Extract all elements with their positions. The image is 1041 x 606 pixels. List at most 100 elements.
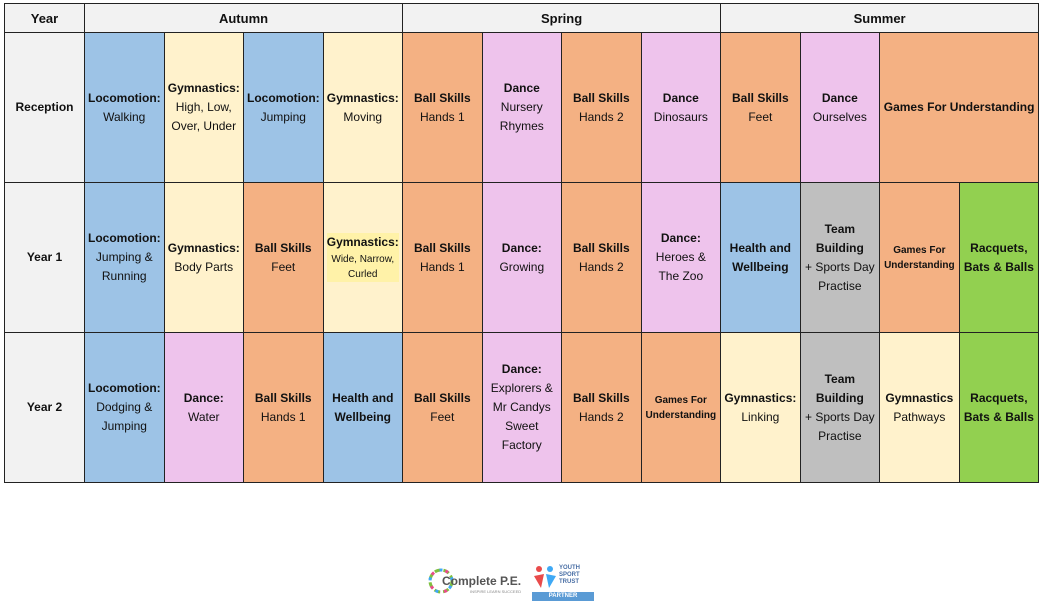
activity-title: Health and Wellbeing [332, 390, 394, 424]
activity-cell: Games For Understanding [879, 32, 1040, 183]
term-header-autumn: Autumn [83, 3, 404, 33]
youth-sport-trust-logo: YOUTH SPORT TRUST PARTNER [532, 562, 594, 602]
year-column-header: Year [4, 3, 85, 33]
activity-cell: Locomotion: Dodging & Jumping [84, 332, 165, 483]
activity-title: Health and Wellbeing [729, 240, 792, 274]
activity-title: Racquets, Bats & Balls [963, 240, 1034, 274]
activity-subtitle: Hands 1 [260, 409, 306, 424]
term-header-summer: Summer [720, 3, 1040, 33]
activity-subtitle: High, Low, Over, Under [171, 100, 237, 133]
activity-subtitle: Dodging & Jumping [96, 400, 153, 433]
activity-cell: Dance: Heroes & The Zoo [640, 182, 722, 333]
activity-cell: Locomotion: Walking [84, 32, 165, 183]
activity-subtitle: Hands 2 [578, 109, 624, 124]
activity-title: Dance: [183, 390, 224, 405]
header-row: Year Autumn Spring Summer [4, 3, 1040, 33]
activity-subtitle: Walking [103, 109, 146, 124]
activity-title: Gymnastics: [724, 390, 797, 405]
activity-subtitle: Hands 1 [419, 259, 465, 274]
activity-title: Racquets, Bats & Balls [963, 390, 1034, 424]
activity-subtitle: Body Parts [174, 259, 234, 274]
activity-cell: Team Building + Sports Day Practise [799, 332, 881, 483]
activity-cell: Dance Ourselves [799, 32, 881, 183]
activity-title: Games For Understanding [645, 394, 717, 421]
activity-cell: Ball Skills Feet [402, 332, 483, 483]
youth-sport-trust-figures-icon [534, 566, 556, 588]
activity-cell: Dance Dinosaurs [640, 32, 722, 183]
activity-cell: Ball Skills Hands 1 [243, 332, 324, 483]
activity-cell: Gymnastics: Body Parts [163, 182, 244, 333]
partner-badge: PARTNER [532, 592, 594, 601]
activity-cell: Ball Skills Hands 2 [561, 332, 642, 483]
activity-cell: Dance: Growing [481, 182, 563, 333]
activity-title: Ball Skills [572, 90, 630, 105]
activity-cell: Gymnastics: High, Low, Over, Under [163, 32, 244, 183]
activity-title: Ball Skills [413, 90, 471, 105]
activity-subtitle: Pathways [893, 409, 946, 424]
youth-sport-trust-name: YOUTH SPORT TRUST [559, 565, 580, 585]
activity-cell: Gymnastics: Moving [322, 32, 404, 183]
activity-subtitle: Growing [499, 259, 545, 274]
complete-pe-name: Complete P.E. [442, 574, 522, 588]
activity-subtitle: Ourselves [812, 109, 867, 124]
activity-subtitle: Feet [271, 259, 296, 274]
activity-title: Dance: [501, 362, 542, 376]
activity-title: Ball Skills [572, 240, 630, 255]
activity-subtitle: + Sports Day Practise [804, 409, 875, 443]
activity-cell: Health and Wellbeing [720, 182, 801, 333]
activity-subtitle: Nursery Rhymes [499, 100, 544, 133]
activity-title: Ball Skills [413, 390, 471, 405]
activity-cell: Gymnastics Pathways [879, 332, 960, 483]
activity-cell: Ball Skills Feet [243, 182, 324, 333]
activity-cell: Team Building + Sports Day Practise [799, 182, 881, 333]
activity-subtitle: Jumping & Running [95, 250, 153, 283]
activity-cell: Games For Understanding [640, 332, 722, 483]
activity-title: Locomotion: [88, 231, 161, 245]
activity-cell: Ball Skills Feet [720, 32, 801, 183]
year-row: Year 1 Locomotion: Jumping & Running Gymnas… [4, 182, 1040, 333]
activity-subtitle: Feet [430, 409, 455, 424]
activity-subtitle: Hands 2 [578, 259, 624, 274]
activity-title: Gymnastics: [326, 233, 400, 252]
activity-cell: Racquets, Bats & Balls [958, 182, 1040, 333]
activity-title: Locomotion: [88, 90, 161, 105]
activity-subtitle: Feet [748, 109, 773, 124]
activity-cell: Ball Skills Hands 2 [561, 182, 642, 333]
activity-title: Ball Skills [413, 240, 471, 255]
activity-title: Ball Skills [731, 90, 789, 105]
complete-pe-tagline: INSPIRE LEARN SUCCEED [470, 589, 522, 594]
activity-title: Gymnastics: [167, 240, 240, 255]
activity-cell: Ball Skills Hands 2 [561, 32, 642, 183]
footer-logos: Complete P.E. INSPIRE LEARN SUCCEED YOUT… [426, 562, 596, 602]
activity-title: Locomotion: [88, 381, 161, 395]
activity-subtitle: Explorers & Mr Candys Sweet Factory [490, 381, 553, 452]
activity-subtitle: Water [187, 409, 220, 424]
activity-title: Team Building [815, 221, 864, 255]
complete-pe-ring-icon [428, 568, 454, 594]
year-row: Reception Locomotion: Walking Gymnastics: Hi… [4, 32, 1040, 183]
activity-cell: Gymnastics: Linking [720, 332, 801, 483]
activity-subtitle: Wide, Narrow, Curled [326, 252, 400, 282]
activity-title: Dance [821, 90, 858, 105]
activity-title: Team Building [815, 371, 864, 405]
activity-title: Games For Understanding [883, 100, 1035, 114]
activity-title: Locomotion: [247, 90, 320, 105]
activity-subtitle: Dinosaurs [653, 109, 708, 124]
activity-subtitle: Jumping [260, 109, 306, 124]
activity-cell: Locomotion: Jumping & Running [84, 182, 165, 333]
year-row: Year 2 Locomotion: Dodging & Jumping Dance:… [4, 332, 1040, 483]
activity-title: Ball Skills [254, 240, 312, 255]
activity-title: Gymnastics: [326, 90, 399, 105]
activity-subtitle: + Sports Day Practise [804, 259, 875, 293]
activity-subtitle: Heroes & The Zoo [655, 250, 706, 283]
activity-cell: Locomotion: Jumping [243, 32, 324, 183]
activity-cell: Ball Skills Hands 1 [402, 32, 483, 183]
row-year-label: Year 1 [4, 182, 85, 333]
activity-cell: Dance: Explorers & Mr Candys Sweet Factor… [481, 332, 563, 483]
activity-title: Dance: [501, 240, 542, 255]
activity-title: Gymnastics [885, 390, 954, 405]
activity-cell: Health and Wellbeing [322, 332, 404, 483]
activity-title: Ball Skills [572, 390, 630, 405]
activity-cell: Gymnastics: Wide, Narrow, Curled [322, 182, 404, 333]
complete-pe-logo: Complete P.E. INSPIRE LEARN SUCCEED [426, 564, 526, 600]
